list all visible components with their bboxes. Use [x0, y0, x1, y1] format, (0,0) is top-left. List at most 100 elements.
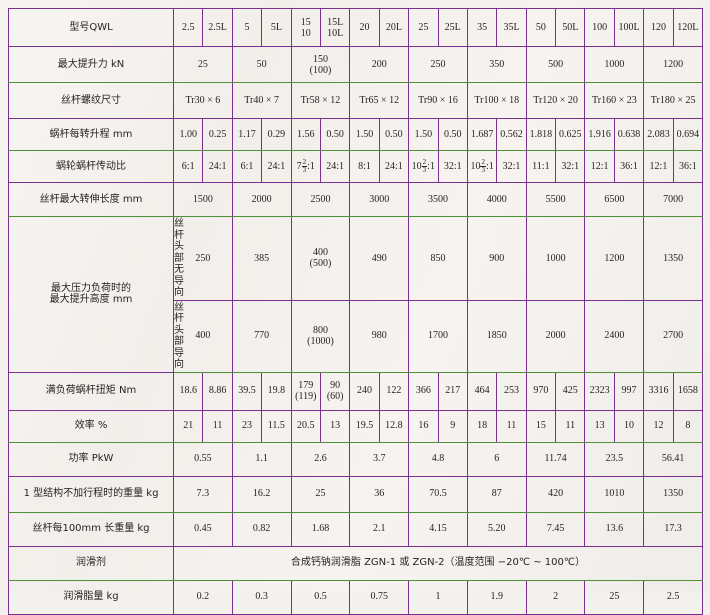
- table-row: 丝杆每100mm 长重量 kg 0.45 0.82 1.68 2.1 4.15 5.20 7.…: [8, 511, 704, 547]
- cell-gear-ratio-16: 12:1: [643, 150, 674, 183]
- cell-gear-ratio-9: 32:1: [437, 150, 468, 183]
- cell-max-lift-force-7: 1000: [584, 46, 645, 83]
- row-label-power: 功率 PkW: [8, 441, 174, 477]
- cell-efficiency-11: 11: [496, 409, 527, 443]
- cell-screw-thread-size-4: Tr90 × 16: [408, 82, 468, 119]
- cell-max-lift-height-no-guide-4: 850: [408, 216, 468, 301]
- cell-screw-thread-size-3: Tr65 × 12: [349, 82, 410, 119]
- cell-max-lift-height-guided-8: 2700: [643, 299, 704, 373]
- cell-weight-base-2: 25: [290, 475, 351, 513]
- row-label-screw-thread-size: 丝杆螺纹尺寸: [8, 82, 174, 119]
- cell-weight-per-100mm-0: 0.45: [173, 511, 233, 547]
- cell-weight-base-3: 36: [349, 475, 410, 513]
- cell-full-load-worm-torque-1: 8.86: [202, 371, 233, 411]
- row-label-max-screw-extension: 丝杆最大转伸长度 mm: [8, 182, 174, 217]
- table-row: 丝杆螺纹尺寸 Tr30 × 6 Tr40 × 7 Tr58 × 12 Tr65 × 12…: [8, 82, 704, 119]
- cell-lead-per-worm-turn-13: 0.625: [555, 118, 586, 151]
- cell-full-load-worm-torque-6: 240: [349, 371, 380, 411]
- cell-full-load-worm-torque-12: 970: [525, 371, 557, 411]
- row-label-full-load-worm-torque: 满负荷蜗杆扭矩 Nm: [8, 371, 174, 411]
- cell-full-load-worm-torque-4: 179 (119): [290, 371, 321, 411]
- cell-gear-ratio-17: 36:1: [672, 150, 704, 183]
- cell-screw-thread-size-1: Tr40 × 7: [231, 82, 292, 119]
- row-label-gear-ratio: 蜗轮蜗杆传动比: [8, 150, 174, 183]
- cell-max-lift-force-1: 50: [231, 46, 292, 83]
- cell-model-8: 25: [408, 8, 439, 47]
- cell-efficiency-6: 19.5: [349, 409, 380, 443]
- cell-efficiency-12: 15: [525, 409, 557, 443]
- specification-table: 型号QWL 2.5 2.5L 5 5L 15 10 15L 10L 20 20L 25 25L 35 35L…: [8, 8, 704, 615]
- row-label-weight-per-100mm: 丝杆每100mm 长重量 kg: [8, 511, 174, 547]
- table-row: 润滑剂 合成钙钠润滑脂 ZGN-1 或 ZGN-2（温度范围 −20℃ ~ 100…: [8, 545, 704, 581]
- cell-max-lift-force-6: 500: [525, 46, 586, 83]
- cell-max-lift-force-8: 1200: [643, 46, 704, 83]
- cell-weight-base-4: 70.5: [408, 475, 468, 513]
- cell-lead-per-worm-turn-14: 1.916: [584, 118, 615, 151]
- cell-weight-base-0: 7.3: [173, 475, 233, 513]
- cell-max-lift-height-guided-4: 1700: [408, 299, 468, 373]
- cell-efficiency-5: 13: [319, 409, 351, 443]
- cell-screw-thread-size-6: Tr120 × 20: [525, 82, 586, 119]
- cell-grease-amount-5: 1.9: [466, 579, 527, 615]
- cell-max-screw-extension-0: 1500: [173, 182, 233, 217]
- cell-grease-amount-7: 25: [584, 579, 645, 615]
- row-label-max-lift-height-no-guide: 最大压力负荷时的 最大提升高度 mm: [8, 216, 174, 373]
- cell-full-load-worm-torque-0: 18.6: [172, 371, 204, 411]
- cell-lead-per-worm-turn-3: 0.29: [261, 118, 292, 151]
- cell-max-lift-force-2: 150 (100): [290, 46, 351, 83]
- cell-gear-ratio-5: 24:1: [319, 150, 351, 183]
- cell-model-12: 50: [525, 8, 557, 47]
- cell-model-16: 120: [643, 8, 674, 47]
- cell-max-screw-extension-2: 2500: [290, 182, 351, 217]
- cell-lubricant: 合成钙钠润滑脂 ZGN-1 或 ZGN-2（温度范围 −20℃ ~ 100℃）: [172, 545, 704, 581]
- cell-power-4: 4.8: [408, 441, 468, 477]
- cell-model-10: 35: [466, 8, 498, 47]
- cell-weight-per-100mm-1: 0.82: [231, 511, 292, 547]
- cell-model-13: 50L: [555, 8, 586, 47]
- cell-power-0: 0.55: [173, 441, 233, 477]
- cell-full-load-worm-torque-13: 425: [555, 371, 586, 411]
- cell-grease-amount-0: 0.2: [173, 579, 233, 615]
- cell-model-3: 5L: [261, 8, 292, 47]
- cell-max-lift-height-no-guide-1: 385: [231, 216, 292, 301]
- cell-gear-ratio-12: 11:1: [525, 150, 557, 183]
- table-row: 蜗轮蜗杆传动比 6:1 24:1 6:1 24:1 7 2 3:1 24:1 8:1 24:1 10 2…: [8, 150, 704, 183]
- cell-model-7: 20L: [378, 8, 410, 47]
- cell-grease-amount-2: 0.5: [290, 579, 351, 615]
- cell-screw-thread-size-5: Tr100 × 18: [466, 82, 527, 119]
- row-label-max-lift-force: 最大提升力 kN: [8, 46, 174, 83]
- cell-gear-ratio-11: 32:1: [496, 150, 527, 183]
- cell-max-screw-extension-4: 3500: [408, 182, 468, 217]
- table-row: 效率 % 21 11 23 11.5 20.5 13 19.5 12.8 16 9 18 11 15 11 1…: [8, 409, 704, 443]
- cell-lead-per-worm-turn-1: 0.25: [202, 118, 233, 151]
- cell-grease-amount-8: 2.5: [643, 579, 704, 615]
- cell-weight-base-8: 1350: [643, 475, 704, 513]
- cell-screw-thread-size-7: Tr160 × 23: [584, 82, 645, 119]
- cell-gear-ratio-2: 6:1: [231, 150, 263, 183]
- cell-power-2: 2.6: [290, 441, 351, 477]
- cell-efficiency-15: 10: [613, 409, 645, 443]
- cell-lead-per-worm-turn-4: 1.56: [290, 118, 321, 151]
- cell-weight-per-100mm-4: 4.15: [408, 511, 468, 547]
- cell-max-screw-extension-1: 2000: [231, 182, 292, 217]
- cell-model-11: 35L: [496, 8, 527, 47]
- cell-model-15: 100L: [613, 8, 645, 47]
- table-row: 满负荷蜗杆扭矩 Nm 18.6 8.86 39.5 19.8 179 (119) 90 (60)…: [8, 371, 704, 411]
- cell-model-14: 100: [584, 8, 615, 47]
- cell-efficiency-14: 13: [584, 409, 615, 443]
- cell-weight-per-100mm-2: 1.68: [290, 511, 351, 547]
- row-label-weight-base: 1 型结构不加行程时的重量 kg: [8, 475, 174, 513]
- cell-max-lift-height-no-guide-8: 1350: [643, 216, 704, 301]
- cell-lead-per-worm-turn-16: 2.083: [643, 118, 674, 151]
- cell-lead-per-worm-turn-9: 0.50: [437, 118, 468, 151]
- cell-weight-base-1: 16.2: [231, 475, 292, 513]
- cell-max-lift-height-guided-2: 800 (1000): [290, 299, 351, 373]
- cell-model-5: 15L 10L: [319, 8, 351, 47]
- cell-gear-ratio-14: 12:1: [584, 150, 615, 183]
- cell-gear-ratio-7: 24:1: [378, 150, 410, 183]
- table-row: 丝杆头部导向 400 770 800 (1000) 980 1700 1850 2000 2400…: [9, 299, 704, 373]
- cell-max-lift-height-guided-3: 980: [349, 299, 410, 373]
- cell-weight-base-6: 420: [525, 475, 586, 513]
- cell-screw-thread-size-8: Tr180 × 25: [643, 82, 704, 119]
